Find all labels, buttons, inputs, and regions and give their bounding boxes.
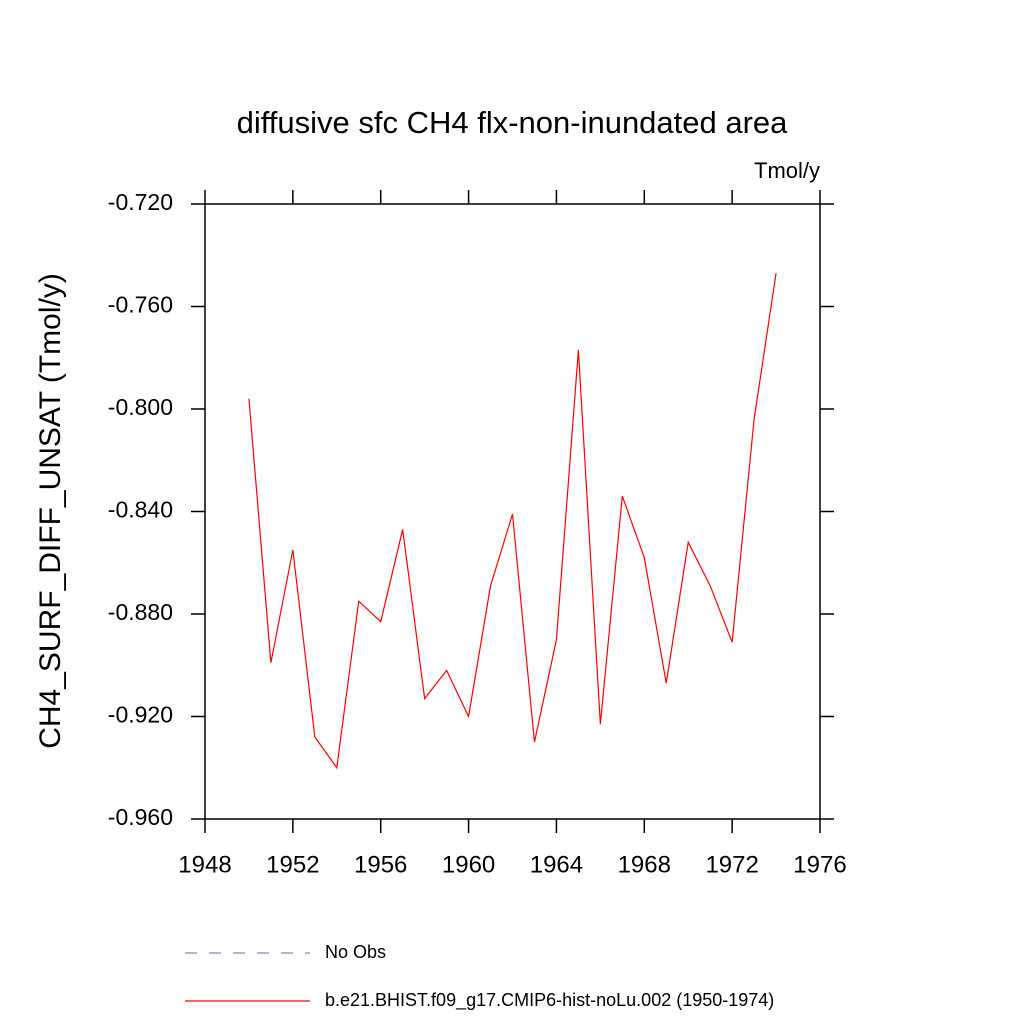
y-tick-label: -0.840 <box>108 497 173 523</box>
y-tick-label: -0.920 <box>108 702 173 728</box>
x-tick-label: 1960 <box>442 851 495 878</box>
x-tick-label: 1952 <box>266 851 319 878</box>
x-tick-label: 1976 <box>793 851 846 878</box>
x-tick-label: 1964 <box>530 851 583 878</box>
legend-label: b.e21.BHIST.f09_g17.CMIP6-hist-noLu.002 … <box>325 990 774 1011</box>
x-tick-label: 1972 <box>705 851 758 878</box>
y-tick-label: -0.760 <box>108 292 173 318</box>
x-tick-label: 1968 <box>618 851 671 878</box>
y-tick-label: -0.880 <box>108 599 173 625</box>
legend-label: No Obs <box>325 942 386 962</box>
plot-frame <box>204 203 821 820</box>
units-label: Tmol/y <box>754 158 820 183</box>
chart-title: diffusive sfc CH4 flx-non-inundated area <box>237 105 789 140</box>
y-axis-label: CH4_SURF_DIFF_UNSAT (Tmol/y) <box>34 273 67 749</box>
x-tick-label: 1948 <box>178 851 231 878</box>
x-tick-label: 1956 <box>354 851 407 878</box>
y-tick-label: -0.720 <box>108 189 173 215</box>
y-tick-label: -0.800 <box>108 394 173 420</box>
series-line <box>248 273 777 770</box>
y-tick-label: -0.960 <box>108 804 173 830</box>
